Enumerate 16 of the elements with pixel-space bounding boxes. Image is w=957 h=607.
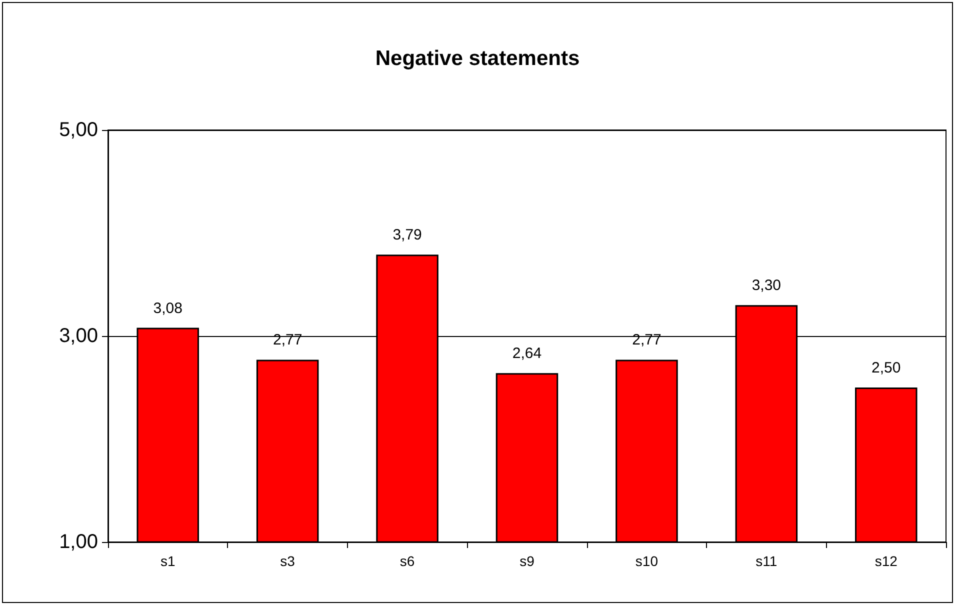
data-label: 3,08 [153, 300, 182, 317]
x-tick-label: s6 [400, 553, 415, 569]
x-tick-label: s11 [756, 553, 778, 569]
x-tick-label: s10 [635, 553, 658, 569]
y-tick-label: 3,00 [59, 325, 98, 347]
y-tick-label: 1,00 [59, 531, 98, 553]
data-label: 2,64 [512, 345, 542, 362]
data-label: 2,50 [872, 360, 901, 376]
data-label: 3,30 [752, 277, 782, 294]
x-tick-label: s3 [280, 553, 296, 569]
y-tick-label: 5,00 [59, 119, 98, 141]
x-tick-label: s1 [160, 553, 176, 569]
x-tick-label: s9 [520, 553, 535, 569]
chart-title: Negative statements [375, 47, 580, 70]
data-label: 3,79 [392, 226, 422, 244]
x-tick-label: s12 [874, 553, 898, 569]
